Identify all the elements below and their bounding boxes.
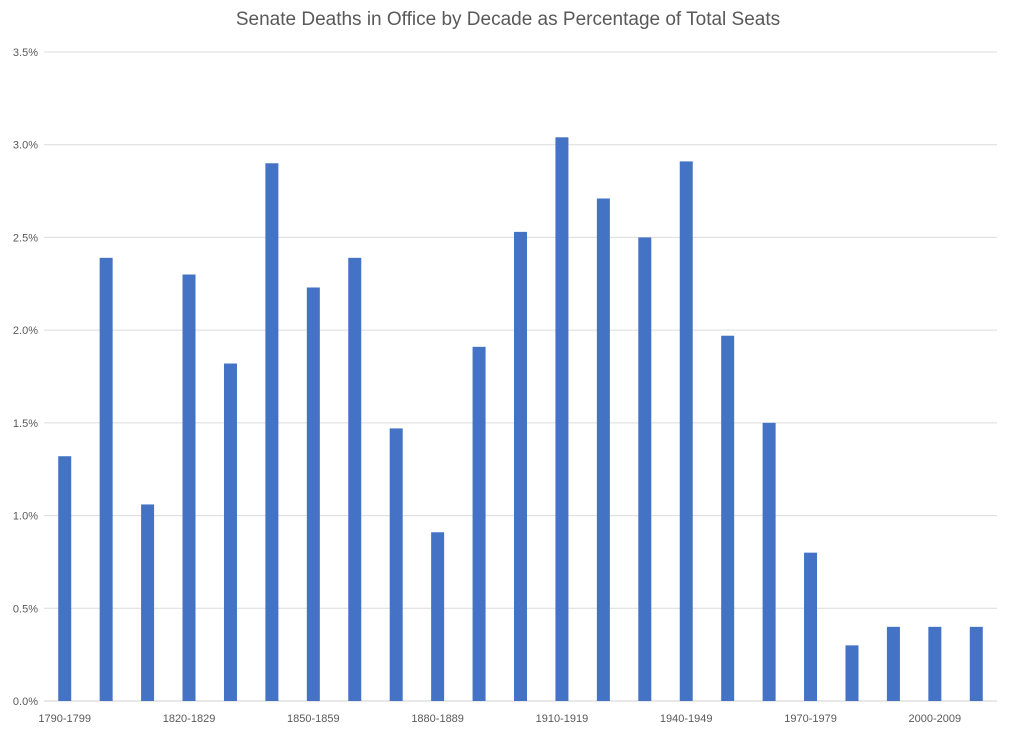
- y-tick-label: 3.5%: [13, 47, 38, 59]
- x-tick-label: 1910-1919: [536, 713, 589, 725]
- y-axis-ticks: 0.0% 0.5% 1.0% 1.5% 2.0% 2.5% 3.0% 3.5%: [13, 47, 38, 708]
- bar-1900-1909: [514, 231, 527, 701]
- x-tick-label: 1940-1949: [660, 713, 713, 725]
- bar-1880-1889: [431, 532, 445, 701]
- x-tick-label: 1880-1889: [411, 713, 464, 725]
- bar-1960-1969: [762, 422, 776, 701]
- bar-1840-1849: [265, 163, 279, 701]
- x-tick-label: 2000-2009: [909, 713, 962, 725]
- bar-1890-1899: [472, 346, 486, 701]
- bar-1870-1879: [389, 428, 403, 701]
- bars: [58, 137, 983, 702]
- bar-1800-1809: [99, 257, 113, 701]
- bar-1850-1859: [306, 287, 320, 701]
- bar-1830-1839: [223, 363, 237, 701]
- bar-1920-1929: [596, 198, 610, 702]
- bar-2010-2019: [969, 626, 983, 701]
- x-tick-label: 1790-1799: [38, 713, 91, 725]
- y-tick-label: 0.0%: [13, 696, 38, 708]
- y-tick-label: 2.0%: [13, 325, 38, 337]
- bar-1860-1869: [348, 257, 362, 701]
- bar-1970-1979: [804, 552, 818, 701]
- y-tick-label: 2.5%: [13, 232, 38, 244]
- x-tick-label: 1850-1859: [287, 713, 340, 725]
- bar-1820-1829: [182, 274, 196, 701]
- bar-1990-1999: [886, 626, 900, 701]
- bar-1980-1989: [845, 645, 859, 701]
- y-tick-label: 3.0%: [13, 140, 38, 152]
- chart-title: Senate Deaths in Office by Decade as Per…: [235, 9, 781, 30]
- x-tick-label: 1970-1979: [784, 713, 837, 725]
- bar-1790-1799: [58, 456, 72, 701]
- y-tick-label: 0.5%: [13, 603, 38, 615]
- bar-1950-1959: [721, 335, 735, 701]
- x-tick-label: 1820-1829: [163, 713, 216, 725]
- bar-1940-1949: [679, 161, 693, 701]
- y-tick-label: 1.0%: [13, 511, 38, 523]
- bar-1930-1939: [638, 237, 652, 701]
- bar-1810-1819: [141, 504, 155, 701]
- y-tick-label: 1.5%: [13, 418, 38, 430]
- bar-1910-1919: [555, 137, 569, 702]
- bar-2000-2009: [928, 626, 942, 701]
- x-axis-ticks: 1790-1799 1820-1829 1850-1859 1880-1889 1910…: [38, 713, 961, 725]
